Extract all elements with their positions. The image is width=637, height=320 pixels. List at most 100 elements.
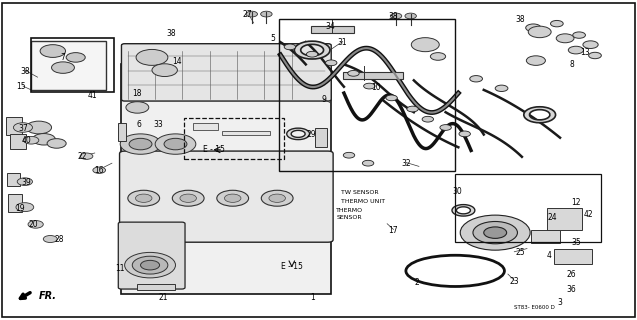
Circle shape — [246, 11, 257, 17]
Circle shape — [120, 134, 161, 154]
Circle shape — [343, 152, 355, 158]
Circle shape — [461, 215, 530, 250]
FancyBboxPatch shape — [118, 222, 185, 289]
Circle shape — [129, 138, 152, 150]
Circle shape — [568, 46, 583, 54]
Bar — [118, 123, 126, 141]
Circle shape — [24, 136, 39, 144]
Text: 25: 25 — [516, 248, 526, 257]
Text: 14: 14 — [173, 57, 182, 66]
Circle shape — [390, 13, 402, 19]
Bar — [343, 72, 403, 79]
Bar — [8, 195, 22, 212]
Bar — [531, 230, 560, 243]
Text: 24: 24 — [548, 213, 557, 222]
Text: 1: 1 — [310, 292, 315, 301]
Circle shape — [155, 134, 196, 154]
Text: 32: 32 — [401, 159, 411, 168]
Text: 26: 26 — [567, 269, 576, 279]
Bar — [138, 284, 175, 290]
Text: 38: 38 — [389, 12, 398, 21]
Bar — [455, 174, 601, 242]
Circle shape — [164, 138, 187, 150]
Circle shape — [93, 167, 106, 173]
Circle shape — [52, 62, 75, 73]
Text: 13: 13 — [581, 48, 590, 57]
Circle shape — [43, 236, 57, 243]
Text: 31: 31 — [338, 38, 347, 47]
Circle shape — [526, 24, 541, 32]
Text: THERMO UNIT: THERMO UNIT — [341, 199, 385, 204]
Text: 28: 28 — [54, 235, 64, 244]
Text: 35: 35 — [571, 238, 581, 247]
Circle shape — [269, 194, 285, 202]
Circle shape — [66, 52, 85, 62]
Circle shape — [26, 121, 52, 134]
Text: 3: 3 — [557, 298, 562, 307]
Circle shape — [528, 26, 551, 38]
Circle shape — [128, 190, 160, 206]
Text: 38: 38 — [20, 67, 30, 76]
Circle shape — [13, 123, 32, 132]
Text: 5: 5 — [270, 34, 275, 43]
Circle shape — [40, 45, 66, 57]
Text: 22: 22 — [77, 152, 87, 161]
Circle shape — [386, 95, 397, 101]
Circle shape — [261, 190, 293, 206]
Bar — [222, 131, 269, 134]
Text: 41: 41 — [88, 91, 97, 100]
Text: 42: 42 — [584, 210, 594, 219]
Circle shape — [126, 102, 149, 113]
Text: 18: 18 — [132, 89, 142, 98]
Bar — [279, 19, 455, 171]
Text: 2: 2 — [415, 278, 419, 287]
FancyBboxPatch shape — [120, 151, 333, 242]
Text: 8: 8 — [569, 60, 574, 69]
Circle shape — [589, 52, 601, 59]
Circle shape — [364, 83, 375, 89]
Bar — [183, 118, 283, 159]
Bar — [192, 123, 218, 130]
Circle shape — [80, 153, 93, 159]
Bar — [547, 208, 582, 230]
Text: 19: 19 — [15, 204, 25, 213]
Text: 27: 27 — [243, 10, 252, 19]
Text: 20: 20 — [29, 220, 39, 229]
Circle shape — [224, 194, 241, 202]
Circle shape — [141, 260, 160, 270]
Circle shape — [306, 51, 318, 57]
Text: 12: 12 — [571, 197, 581, 206]
Bar — [554, 249, 592, 264]
Circle shape — [526, 56, 545, 65]
Text: 38: 38 — [166, 29, 176, 38]
Circle shape — [32, 133, 55, 145]
Circle shape — [17, 178, 32, 186]
Text: 23: 23 — [510, 276, 519, 285]
Circle shape — [326, 60, 337, 66]
Text: 36: 36 — [566, 285, 576, 294]
Circle shape — [431, 52, 446, 60]
Bar — [315, 128, 327, 147]
Circle shape — [173, 190, 204, 206]
Circle shape — [422, 116, 434, 122]
Bar — [31, 41, 106, 90]
FancyBboxPatch shape — [122, 64, 331, 294]
Circle shape — [469, 76, 482, 82]
Text: 16: 16 — [94, 166, 104, 175]
Text: 21: 21 — [158, 292, 168, 301]
Text: 34: 34 — [325, 22, 335, 31]
Text: 37: 37 — [18, 124, 29, 132]
Bar — [7, 173, 20, 186]
Text: 39: 39 — [21, 178, 31, 187]
Circle shape — [136, 194, 152, 202]
Circle shape — [495, 85, 508, 92]
Text: 40: 40 — [21, 136, 31, 145]
Text: 38: 38 — [516, 15, 526, 24]
Text: ST83- E0600 D: ST83- E0600 D — [514, 305, 555, 310]
Circle shape — [440, 124, 452, 130]
Text: 7: 7 — [61, 53, 66, 62]
Circle shape — [125, 252, 175, 278]
Circle shape — [556, 34, 574, 43]
Text: 30: 30 — [452, 188, 462, 196]
Text: 29: 29 — [306, 130, 316, 139]
